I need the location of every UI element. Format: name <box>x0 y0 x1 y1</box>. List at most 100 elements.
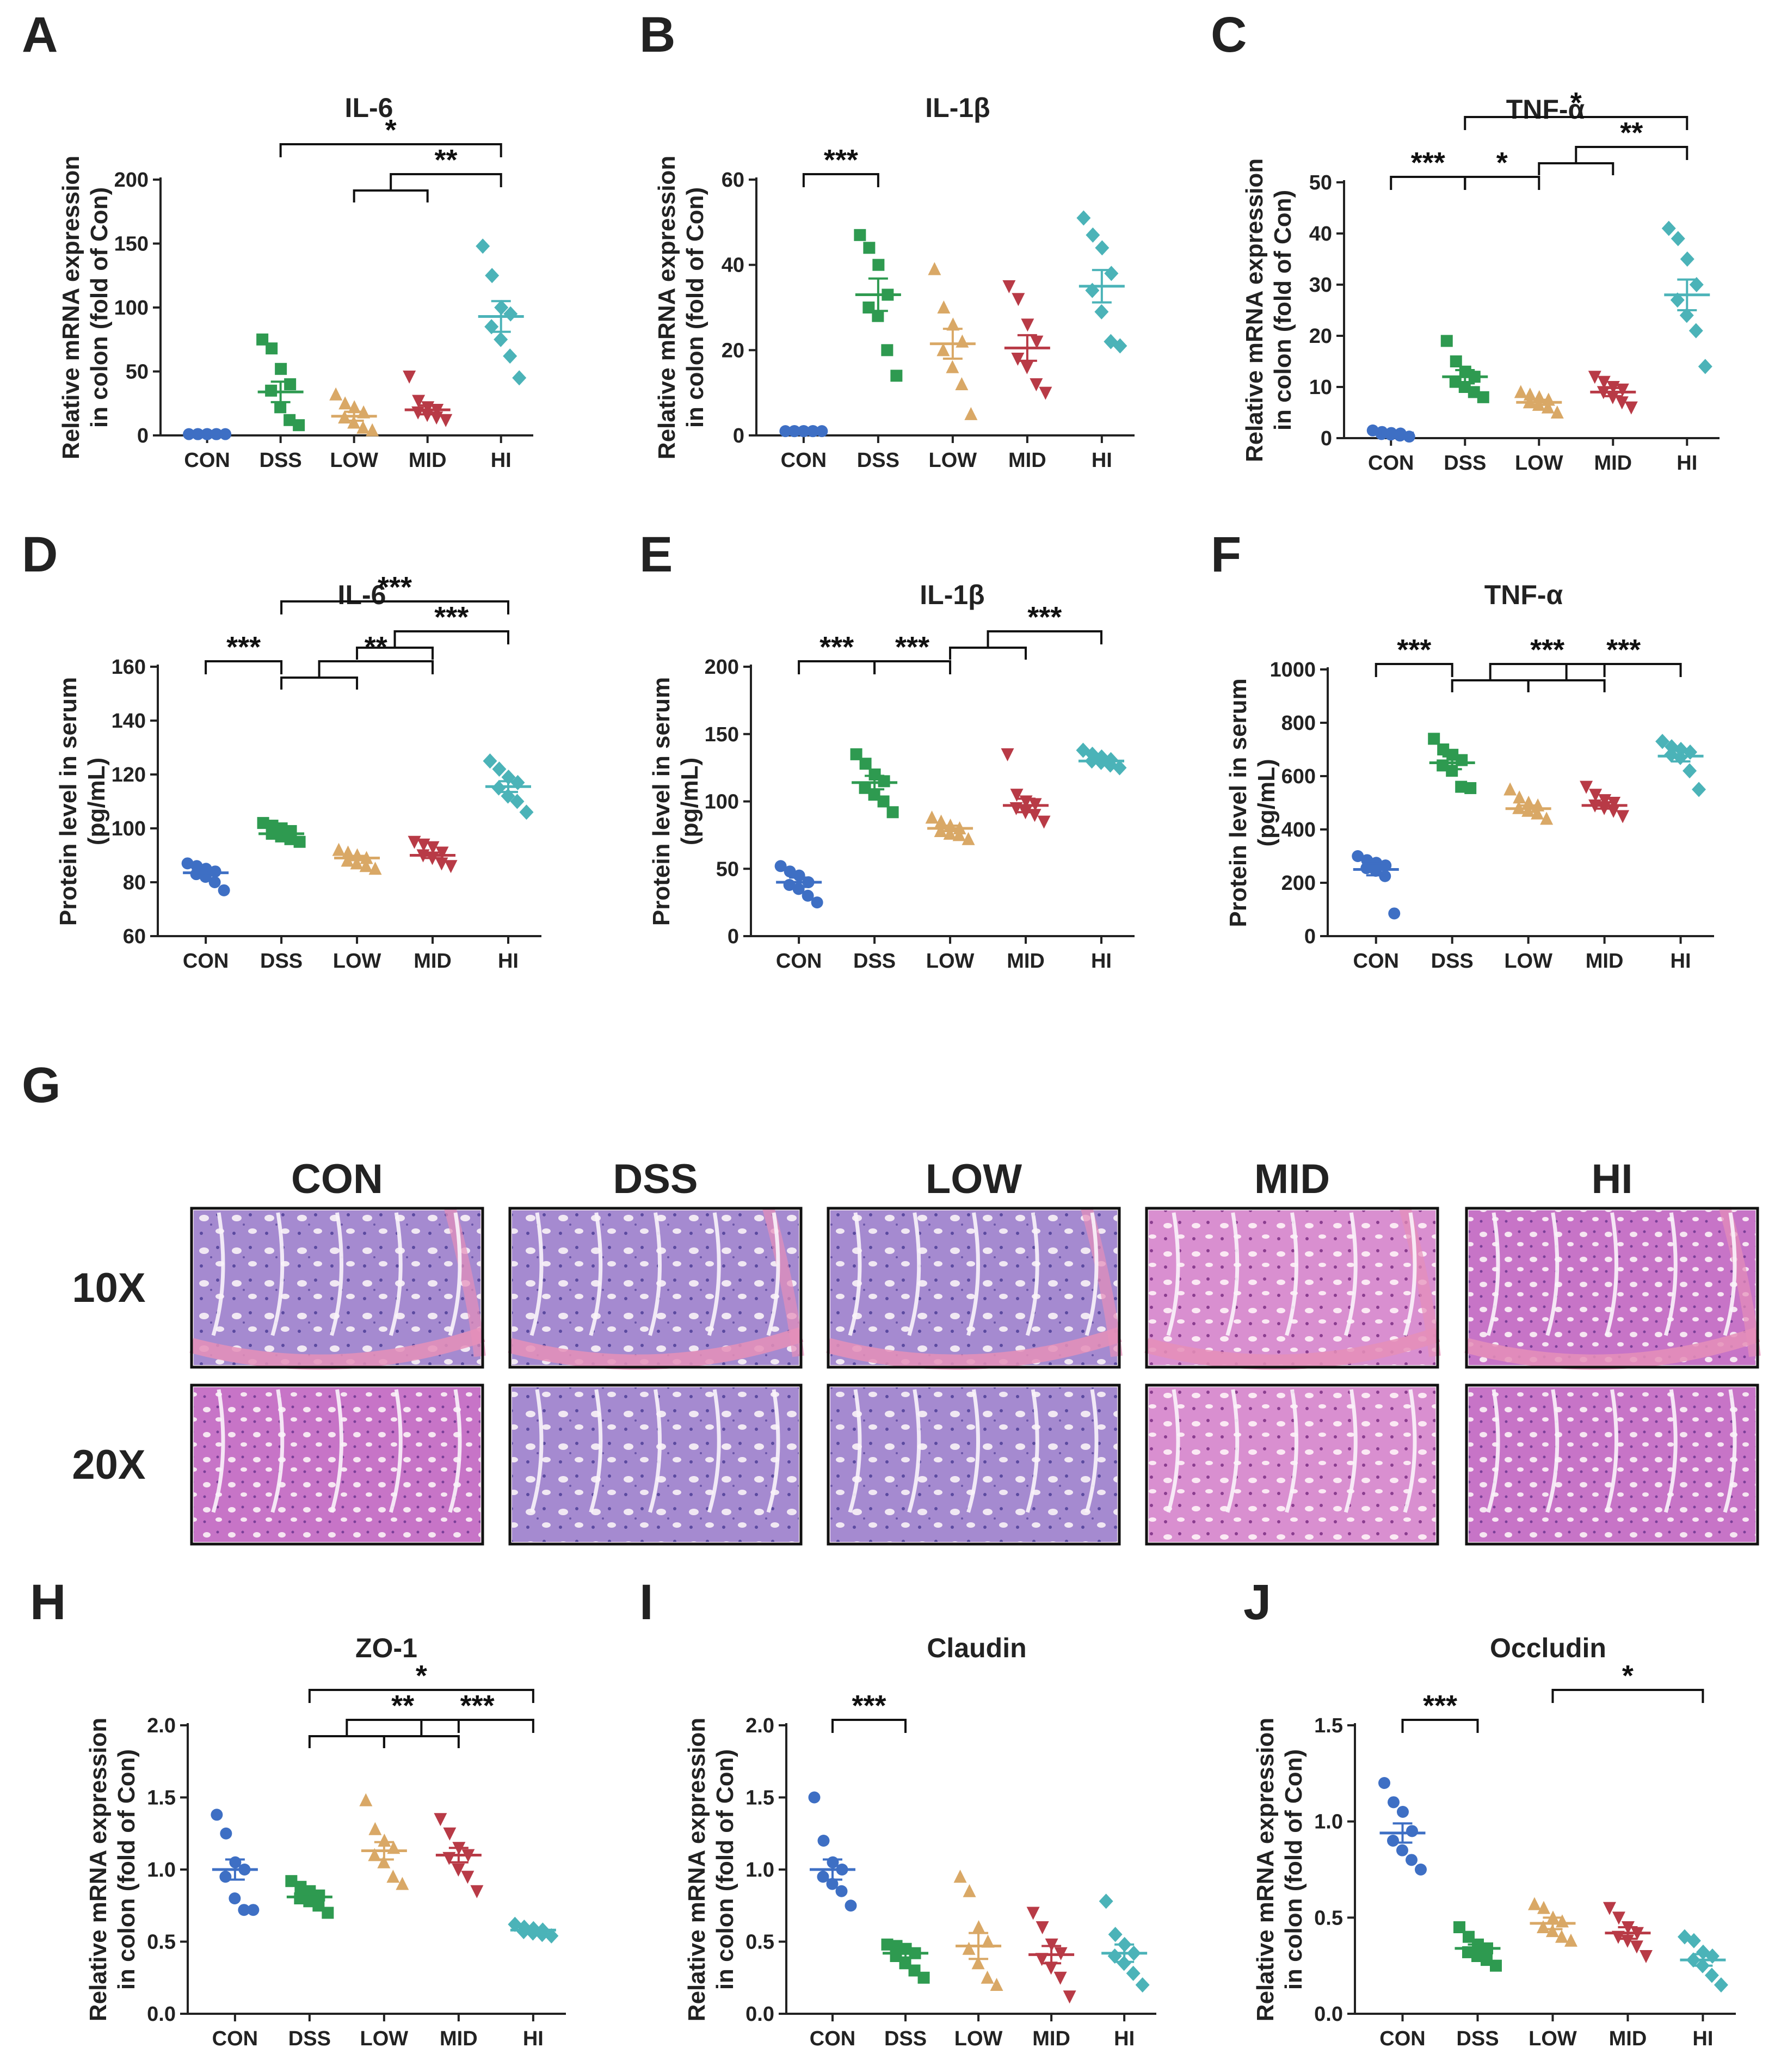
significance-bracket: *** <box>280 571 509 614</box>
image-border <box>190 1207 484 1369</box>
x-tick-label: CON <box>1353 950 1399 973</box>
image-border <box>1145 1207 1439 1369</box>
data-point <box>1464 782 1477 795</box>
data-point <box>845 1899 857 1912</box>
data-point <box>1094 304 1109 319</box>
crypt-lumen <box>270 1212 285 1336</box>
bracket-line <box>1401 1719 1479 1733</box>
data-point <box>347 415 361 429</box>
significance-label: *** <box>1027 601 1062 634</box>
crypt-lumen <box>648 1212 662 1336</box>
data-point <box>181 857 194 870</box>
x-tick-label: HI <box>1671 950 1691 973</box>
data-point <box>1099 1893 1113 1909</box>
data-point <box>403 370 416 384</box>
y-tick-label: 150 <box>114 233 149 256</box>
data-point <box>294 1880 307 1893</box>
y-tick-label: 400 <box>1281 819 1316 841</box>
data-point <box>972 1920 985 1933</box>
y-tick-label: 200 <box>705 656 739 679</box>
data-point <box>1455 780 1468 793</box>
data-point <box>470 1885 484 1898</box>
crypt-lumen <box>1285 1212 1298 1336</box>
data-point <box>971 1956 985 1970</box>
data-point <box>802 889 814 902</box>
y-tick-label: 600 <box>1281 765 1316 788</box>
histology-image <box>190 1384 484 1546</box>
x-tick-label: CON <box>183 950 229 973</box>
data-point <box>247 1904 260 1916</box>
crypt-lumen <box>330 1389 343 1513</box>
data-point <box>1523 388 1537 401</box>
crypt-lumen <box>448 1212 462 1336</box>
chart-title: TNF-α <box>1484 580 1563 610</box>
data-point <box>332 843 346 856</box>
data-point <box>1603 1902 1616 1915</box>
crypt-lumen <box>1605 1212 1618 1336</box>
tissue-section <box>194 1210 480 1365</box>
y-tick-label: 0.0 <box>745 2003 774 2026</box>
y-tick-label: 0.5 <box>745 1931 774 1954</box>
x-tick-label: MID <box>1594 452 1632 475</box>
tissue-section <box>1469 1210 1755 1365</box>
data-point <box>322 1907 334 1919</box>
data-point <box>1021 318 1034 332</box>
data-point <box>386 1870 400 1883</box>
bracket-line <box>279 143 502 157</box>
data-point <box>964 407 978 420</box>
data-point <box>1630 1940 1643 1954</box>
muscle-layer <box>1144 1327 1440 1370</box>
significance-label: *** <box>819 631 854 663</box>
data-point <box>1704 1968 1719 1983</box>
data-point <box>1406 1825 1418 1837</box>
significance-label: *** <box>1606 634 1641 666</box>
crypt-lumen <box>211 1389 225 1513</box>
crypt-lumen <box>589 1212 603 1336</box>
data-point <box>359 1793 373 1806</box>
data-point <box>1063 1990 1076 2004</box>
crypt-lumen <box>1723 1212 1737 1336</box>
y-axis-label: Protein level in serum <box>55 677 82 926</box>
data-point <box>956 334 969 348</box>
x-tick-label: MID <box>1008 449 1046 472</box>
data-point <box>220 1827 232 1840</box>
x-tick-label: LOW <box>954 2027 1003 2050</box>
data-point <box>1589 789 1603 802</box>
histology-image <box>827 1384 1121 1546</box>
data-point <box>492 761 507 777</box>
panel-label: A <box>22 7 58 63</box>
histology-image <box>1465 1384 1759 1546</box>
data-point <box>952 828 966 841</box>
crypt-lumen <box>1285 1389 1298 1513</box>
data-point <box>1086 227 1100 243</box>
image-border <box>190 1384 484 1546</box>
data-point <box>1030 378 1043 391</box>
crypt-lumen <box>1605 1389 1618 1513</box>
data-point <box>890 370 903 382</box>
data-point <box>1076 210 1091 226</box>
data-point <box>1415 1864 1427 1876</box>
data-point <box>377 1855 391 1868</box>
crypt-lumen <box>1723 1389 1737 1513</box>
data-point <box>1527 1897 1541 1910</box>
chart-B: B IL-1β 0 20 40 60 Relative mRNA expression in … <box>639 7 1135 472</box>
chart-I: I Claudin 0.0 0.5 1.0 1.5 2.0 Relative mRNA exp… <box>639 1575 1156 2050</box>
data-point <box>1104 266 1119 281</box>
significance-bracket: *** <box>802 144 879 187</box>
data-point <box>443 1827 457 1841</box>
y-axis-label: (pg/mL) <box>1253 759 1280 846</box>
crypt-lumen <box>1166 1389 1180 1513</box>
chart-title: IL-6 <box>338 580 386 610</box>
chart-title: IL-1β <box>920 580 984 610</box>
bracket-line <box>1464 176 1540 190</box>
data-point <box>229 1892 241 1904</box>
data-point <box>881 344 893 356</box>
significance-label: * <box>1622 1659 1634 1692</box>
significance-bracket: ** <box>353 144 502 202</box>
data-point <box>1661 220 1676 236</box>
y-tick-label: 50 <box>1309 171 1332 194</box>
data-point <box>811 896 823 909</box>
y-tick-label: 60 <box>123 925 146 948</box>
bracket-line <box>1551 1689 1704 1703</box>
y-tick-label: 140 <box>112 710 146 733</box>
